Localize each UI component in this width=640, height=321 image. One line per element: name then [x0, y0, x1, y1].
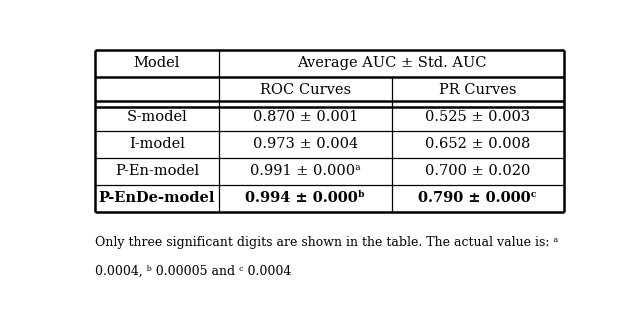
Text: 0.991 ± 0.000ᵃ: 0.991 ± 0.000ᵃ	[250, 164, 361, 178]
Text: Only three significant digits are shown in the table. The actual value is: ᵃ: Only three significant digits are shown …	[95, 236, 558, 249]
Text: Average AUC ± Std. AUC: Average AUC ± Std. AUC	[297, 56, 486, 70]
Text: 0.870 ± 0.001: 0.870 ± 0.001	[253, 110, 358, 124]
Text: 0.652 ± 0.008: 0.652 ± 0.008	[425, 137, 531, 151]
Text: 0.0004, ᵇ 0.00005 and ᶜ 0.0004: 0.0004, ᵇ 0.00005 and ᶜ 0.0004	[95, 265, 291, 277]
Text: Model: Model	[134, 56, 180, 70]
Text: 0.790 ± 0.000ᶜ: 0.790 ± 0.000ᶜ	[419, 191, 537, 205]
Text: PR Curves: PR Curves	[439, 83, 516, 97]
Text: P-EnDe-model: P-EnDe-model	[99, 191, 215, 205]
Text: 0.994 ± 0.000ᵇ: 0.994 ± 0.000ᵇ	[245, 191, 365, 205]
Text: 0.973 ± 0.004: 0.973 ± 0.004	[253, 137, 358, 151]
Text: I-model: I-model	[129, 137, 185, 151]
Text: S-model: S-model	[127, 110, 188, 124]
Text: ROC Curves: ROC Curves	[260, 83, 351, 97]
Text: P-En-model: P-En-model	[115, 164, 199, 178]
Text: 0.700 ± 0.020: 0.700 ± 0.020	[425, 164, 531, 178]
Text: 0.525 ± 0.003: 0.525 ± 0.003	[425, 110, 531, 124]
